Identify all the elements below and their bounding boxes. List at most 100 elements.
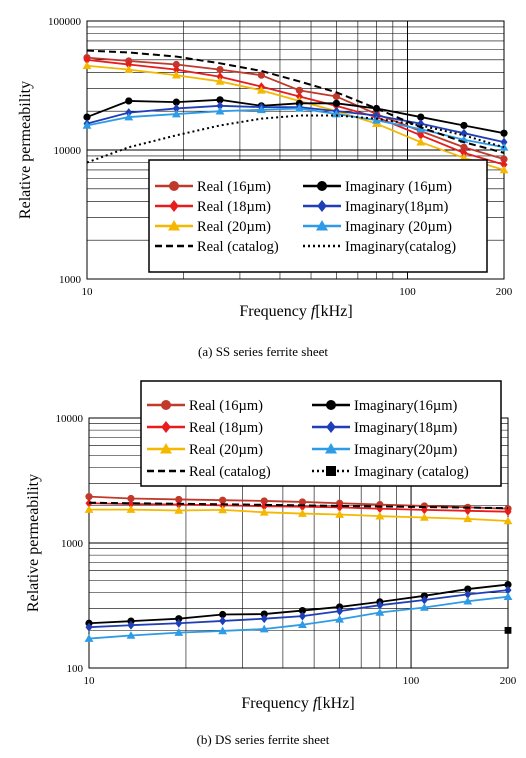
chart-a-legend-marker [316, 220, 328, 231]
chart-b-data-point [463, 514, 473, 523]
chart-b-data-point [298, 606, 307, 615]
chart-b-data-point [375, 511, 385, 520]
chart-b-data-point [260, 497, 268, 505]
chart-a-data-point [332, 109, 341, 118]
chart-b-y-tick-label: 100 [67, 663, 84, 675]
chart-a-data-point [172, 98, 180, 106]
chart-b-data-point [504, 585, 512, 595]
chart-b-legend-item: Real (catalog) [147, 464, 271, 480]
chart-a-series-5 [82, 104, 509, 151]
chart-b-legend: Real (16µm) Imaginary(16µm) Real (18µm) Ima… [140, 380, 502, 487]
chart-a-data-point [124, 112, 134, 121]
chart-b-y-axis-title: Relative permeability [25, 474, 42, 612]
chart-a-data-point [460, 148, 468, 158]
chart-a-data-point [459, 153, 469, 162]
chart-a-data-point [416, 124, 426, 133]
chart-b-legend-item: Imaginary(18µm) [312, 420, 458, 436]
chart-b-data-point [85, 493, 93, 501]
chart-a-legend-label: Imaginary (16µm) [345, 179, 452, 195]
chart-b-data-point [259, 507, 269, 516]
chart-b-series-layer [84, 493, 513, 642]
chart-a-data-point [171, 109, 181, 118]
chart-a-series-1 [83, 55, 508, 170]
chart-b-data-point [175, 618, 183, 628]
chart-b-series-line [88, 595, 509, 640]
chart-b-data-point [504, 580, 512, 589]
chart-b-data-point [175, 615, 183, 623]
chart-b-series-7 [504, 626, 512, 634]
chart-a-series-7 [86, 114, 505, 164]
chart-b-data-point [335, 510, 345, 518]
chart-a-data-point [215, 106, 225, 115]
chart-a-data-point [417, 119, 425, 129]
chart-b-series-line [89, 508, 509, 522]
chart-b-legend-marker [161, 400, 171, 410]
chart-a-legend-marker [168, 220, 180, 231]
chart-a-legend-label: Real (18µm) [197, 199, 271, 215]
chart-a-data-point [125, 97, 133, 105]
chart-a-legend-marker [169, 200, 179, 212]
chart-a-series-2 [82, 61, 509, 174]
chart-a-data-point [372, 111, 380, 120]
chart-a-data-point [295, 104, 304, 112]
chart-b-data-point [336, 606, 344, 616]
chart-a-x-tick-label: 100 [399, 286, 416, 298]
chart-b-data-point [463, 596, 473, 605]
chart-b-legend-label: Real (18µm) [189, 420, 263, 436]
chart-a-x-tick-label: 10 [82, 286, 94, 298]
chart-a-y-tick-label: 1000 [59, 274, 82, 286]
chart-b-x-axis-title-symbol: f [313, 695, 320, 712]
chart-a-data-point [372, 115, 381, 124]
chart-b-data-point [504, 626, 512, 634]
chart-b-y-tick-label: 10000 [56, 413, 84, 425]
chart-b-x-axis-title-main: Frequency [241, 695, 313, 712]
chart-b-series-line [88, 501, 509, 510]
chart-a: 10 100 200 1000 10000 100000 Relative permeab… [17, 16, 513, 359]
chart-a-x-axis-title-unit: [kHz] [315, 303, 352, 320]
chart-b-data-point [219, 610, 227, 619]
chart-a-y-axis-title: Relative permeability [17, 81, 34, 219]
chart-b-series-5 [84, 592, 513, 642]
chart-b-data-point [464, 589, 472, 599]
chart-a-tick-labels: 10 100 200 1000 10000 100000 [48, 16, 513, 298]
chart-a-legend-marker [169, 181, 179, 191]
chart-b-data-point [298, 509, 307, 517]
chart-b-data-point [375, 608, 385, 616]
chart-b-data-point [84, 634, 94, 642]
chart-a-legend-label: Imaginary(18µm) [345, 199, 449, 215]
chart-b-legend-label: Imaginary(18µm) [354, 420, 458, 436]
chart-b-data-point [174, 506, 184, 514]
chart-a-data-point [172, 65, 180, 75]
chart-a-legend-label: Real (16µm) [197, 179, 271, 195]
chart-a-series-0 [83, 54, 508, 163]
chart-b-legend-item: Real (16µm) [147, 398, 263, 414]
chart-a-data-point [83, 55, 91, 65]
chart-a-data-point [125, 60, 133, 69]
chart-b-series-4 [85, 585, 512, 632]
chart-b-legend-label: Real (16µm) [189, 398, 263, 414]
chart-b-data-point [218, 505, 228, 514]
chart-b-legend-marker [326, 466, 336, 476]
chart-b-data-point [504, 507, 512, 517]
chart-a-legend-item: Real (16µm) [155, 179, 271, 195]
chart-a-x-axis-title: Frequency f[kHz] [239, 303, 352, 320]
chart-a-legend-marker [317, 181, 327, 191]
chart-a-legend-marker [317, 200, 327, 212]
chart-a-data-point [500, 155, 508, 163]
chart-a-series-6 [86, 49, 505, 154]
chart-b-data-point [376, 600, 384, 610]
chart-b-data-point [298, 620, 307, 629]
chart-b-data-point [127, 499, 135, 509]
chart-a-legend-item: Imaginary (16µm) [303, 179, 452, 195]
chart-a-legend-item: Real (catalog) [155, 239, 279, 255]
chart-a-series-line [86, 49, 505, 154]
chart-b-legend-marker [160, 443, 172, 454]
chart-b-data-point [218, 626, 228, 635]
chart-b-data-point [298, 611, 306, 621]
chart-b-y-tick-label: 1000 [61, 538, 84, 550]
chart-b-legend-label: Imaginary(16µm) [354, 398, 458, 414]
chart-a-data-point [124, 65, 134, 73]
chart-a-legend-item: Real (18µm) [155, 199, 271, 215]
chart-a-series-layer [82, 49, 509, 174]
